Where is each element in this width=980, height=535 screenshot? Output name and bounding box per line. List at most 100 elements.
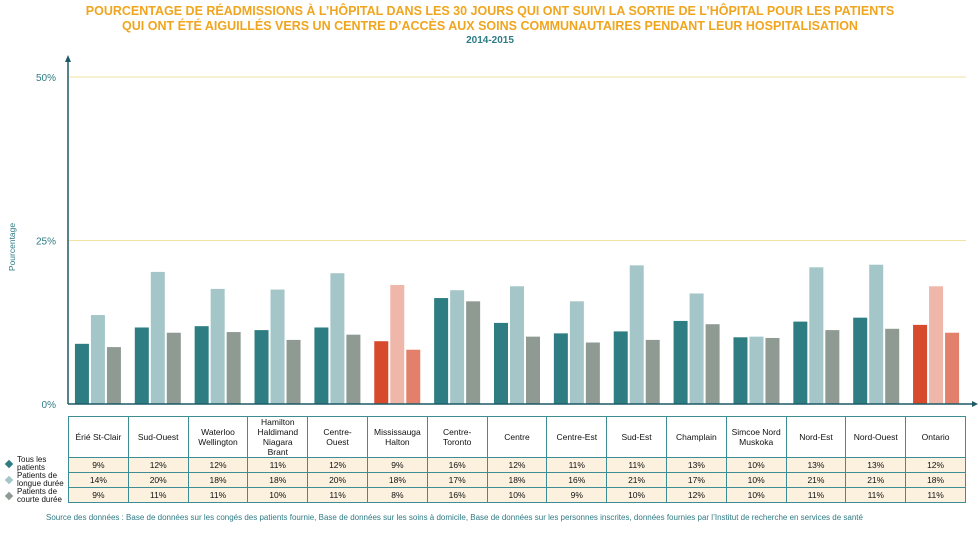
bar-chart: 0% 25% 50%: [36, 55, 978, 411]
chart-subtitle: 2014-2015: [466, 35, 514, 46]
table-row: 9% 11% 11% 10% 11% 8% 16% 10% 9% 10% 12% 10% 11% 11% 1…: [68, 487, 966, 503]
legend-label-line: Patients de: [17, 471, 58, 480]
bar: [945, 332, 960, 404]
bar: [286, 339, 301, 404]
bar: [645, 339, 660, 404]
table-cell: 9%: [68, 457, 129, 473]
table-row: 14% 20% 18% 18% 20% 18% 17% 18% 16% 21% 17% 10% 21% 2…: [68, 472, 966, 488]
table-cell: 10%: [725, 457, 787, 473]
table-cell: 18%: [187, 472, 249, 488]
bar: [166, 332, 181, 404]
table-cell: 11%: [845, 487, 907, 503]
bar: [466, 301, 481, 404]
bar: [913, 324, 928, 404]
region-header-line: Centre-Est: [556, 432, 598, 442]
table-cell: 12%: [905, 457, 966, 473]
table-cell: 11%: [785, 487, 847, 503]
region-header-line: Centre-: [323, 427, 352, 437]
bar: [825, 330, 840, 404]
y-tick-label: 50%: [36, 73, 56, 84]
table-cell: 11%: [127, 487, 189, 503]
bar: [749, 336, 764, 404]
table-cell: 11%: [247, 457, 309, 473]
bar: [885, 328, 900, 404]
table-cell: 10%: [725, 472, 787, 488]
table-cell: 21%: [845, 472, 907, 488]
bar: [510, 286, 524, 404]
bar: [869, 264, 884, 404]
table-cell: 12%: [187, 457, 249, 473]
table-cell: 18%: [905, 472, 966, 488]
chart-title-line-1: POURCENTAGE DE RÉADMISSIONS À L’HÔPITAL …: [85, 4, 895, 18]
region-header-line: Champlain: [676, 432, 717, 442]
region-header-line: Nord-Ouest: [853, 432, 898, 442]
bar: [434, 298, 449, 404]
y-tick-label: 25%: [36, 237, 56, 248]
region-header-line: Simcoe Nord: [731, 427, 781, 437]
legend-label-line: longue durée: [17, 479, 64, 488]
region-header-line: Ontario: [921, 432, 950, 442]
region-header-cell: Nord-Est: [785, 416, 847, 458]
region-header-cell: Nord-Ouest: [845, 416, 907, 458]
table-cell: 11%: [187, 487, 249, 503]
region-header-cell: Hamilton Haldimand Niagara Brant: [247, 416, 309, 458]
legend-label-line: Patients de: [17, 487, 58, 496]
table-cell: 16%: [546, 472, 608, 488]
bar: [450, 290, 465, 404]
table-cell: 13%: [785, 457, 847, 473]
table-cell: 20%: [127, 472, 189, 488]
region-header-cell: Champlain: [665, 416, 727, 458]
table-cell: 14%: [68, 472, 129, 488]
legend-marker: [4, 475, 14, 485]
region-header-cell: Ontario: [905, 416, 966, 458]
region-header-cell: Waterloo Wellington: [187, 416, 249, 458]
bar: [210, 288, 225, 404]
table-cell: 20%: [307, 472, 368, 488]
table-cell: 10%: [606, 487, 667, 503]
table-cell: 18%: [486, 472, 548, 488]
bar: [90, 315, 105, 404]
table-cell: 11%: [905, 487, 966, 503]
legend-marker: [4, 459, 14, 469]
region-header-line: Muskoka: [739, 437, 774, 447]
bar: [853, 317, 868, 404]
table-row: 9% 12% 12% 11% 12% 9% 16% 12% 11% 11% 13% 10% 13% 13%…: [68, 457, 966, 473]
source-note: Source des données : Base de données sur…: [46, 513, 863, 522]
region-header-cell: Simcoe Nord Muskoka: [725, 416, 787, 458]
table-cell: 11%: [546, 457, 608, 473]
y-tick-label: 0%: [42, 400, 57, 411]
bar: [194, 326, 209, 404]
table-cell: 17%: [665, 472, 727, 488]
bar: [406, 349, 421, 404]
bar: [553, 333, 568, 404]
region-header-cell: Mississauga Halton: [366, 416, 428, 458]
table-cell: 9%: [546, 487, 608, 503]
bar: [150, 271, 165, 404]
region-header-line: Brant: [267, 447, 288, 457]
legend-label-line: Tous les: [17, 455, 47, 464]
data-table: Érié St-Clair Sud-Ouest Waterloo Wellington…: [68, 416, 966, 503]
region-header-cell: Sud-Ouest: [127, 416, 189, 458]
table-cell: 10%: [247, 487, 309, 503]
table-cell: 13%: [845, 457, 907, 473]
table-cell: 9%: [366, 457, 428, 473]
chart-title-line-2: QUI ONT ÉTÉ AIGUILLÉS VERS UN CENTRE D’A…: [122, 19, 858, 33]
region-header-cell: Sud-Est: [606, 416, 667, 458]
table-header-row: Érié St-Clair Sud-Ouest Waterloo Wellington…: [68, 416, 966, 458]
region-header-line: Toronto: [443, 437, 472, 447]
legend-item: Patients de longue durée: [4, 471, 64, 488]
bar: [733, 337, 748, 404]
bar: [390, 284, 405, 404]
bar: [809, 267, 824, 404]
bar: [106, 347, 121, 404]
region-header-line: Niagara: [262, 437, 293, 447]
x-axis-arrow: [972, 401, 978, 407]
bar: [346, 334, 361, 404]
bar: [330, 273, 345, 404]
bar: [314, 327, 329, 404]
table-cell: 18%: [247, 472, 309, 488]
table-cell: 18%: [366, 472, 428, 488]
region-header-cell: Érié St-Clair: [68, 416, 129, 458]
bar: [689, 293, 704, 404]
bar: [765, 337, 780, 404]
